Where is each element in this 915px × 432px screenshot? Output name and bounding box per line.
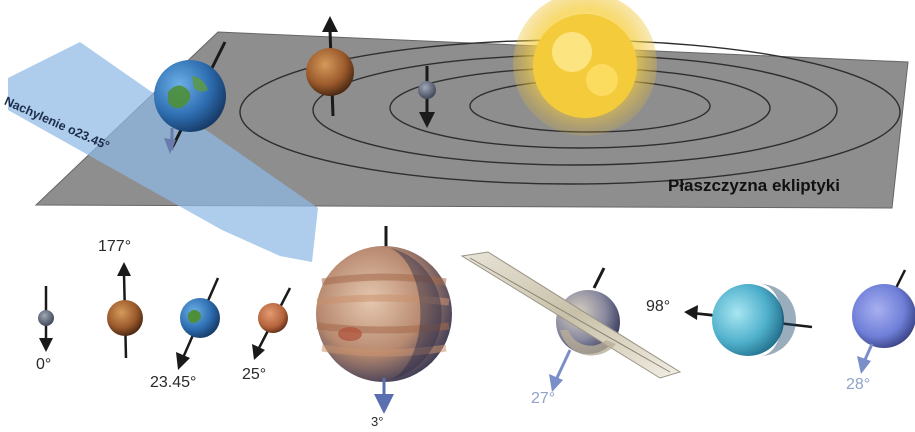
tilt-label-saturn: 27° xyxy=(531,390,556,407)
tilt-label-neptune: 28° xyxy=(846,376,871,393)
ecliptic-plane-label: Płaszczyzna ekliptyki xyxy=(668,176,840,195)
neptune-icon xyxy=(852,269,915,374)
jupiter-icon xyxy=(316,226,452,414)
mercury-orbiting xyxy=(418,66,436,128)
tilt-label-jupiter: 3° xyxy=(371,414,384,429)
saturn-icon xyxy=(460,251,682,392)
tilt-label-earth: 23.45° xyxy=(150,374,197,391)
tilt-label-mars: 25° xyxy=(242,366,267,383)
sun xyxy=(513,0,657,136)
uranus-icon xyxy=(684,284,813,356)
venus-orbiting xyxy=(306,16,354,117)
venus-icon xyxy=(107,262,143,359)
mars-icon xyxy=(252,287,292,360)
earth-icon xyxy=(176,277,220,370)
tilt-label-mercury: 0° xyxy=(36,356,52,373)
mercury-icon xyxy=(38,286,54,352)
earth-tilt-plane xyxy=(8,42,318,262)
tilt-label-venus: 177° xyxy=(98,238,132,255)
tilt-label-uranus: 98° xyxy=(646,298,671,315)
earth-orbiting xyxy=(154,41,227,154)
